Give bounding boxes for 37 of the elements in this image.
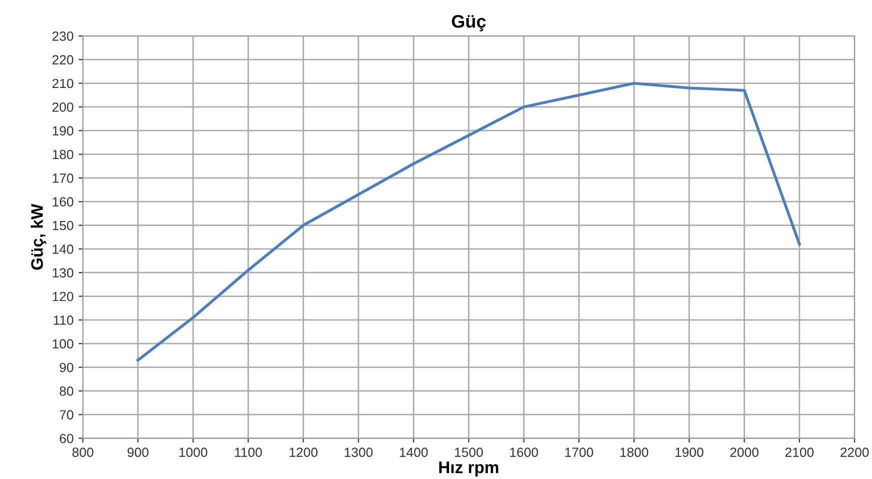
x-tick-label: 1100 xyxy=(235,448,262,458)
chart-title: Güç xyxy=(452,14,486,32)
y-tick-label: 230 xyxy=(52,31,74,41)
y-tick-label: 110 xyxy=(54,316,74,325)
y-tick-label: 180 xyxy=(52,150,74,160)
y-axis-title: Güç, kW xyxy=(30,204,46,270)
x-tick-label: 1400 xyxy=(400,448,428,458)
y-tick-label: 130 xyxy=(52,268,74,278)
x-tick-label: 1800 xyxy=(620,448,648,458)
y-tick-label: 90 xyxy=(60,362,74,372)
x-tick-label: 1000 xyxy=(179,448,208,458)
y-tick-label: 70 xyxy=(60,410,74,420)
y-tick-label: 120 xyxy=(52,292,74,302)
x-tick-label: 800 xyxy=(72,448,94,458)
x-tick-label: 1300 xyxy=(344,448,373,458)
x-tick-label: 2100 xyxy=(785,448,814,458)
x-tick-label: 900 xyxy=(128,448,148,458)
y-tick-label: 140 xyxy=(52,244,74,254)
x-tick-label: 1200 xyxy=(290,448,318,458)
x-tick-label: 2000 xyxy=(730,448,758,458)
x-tick-label: 2200 xyxy=(840,448,869,458)
y-tick-label: 100 xyxy=(52,339,74,349)
line-series xyxy=(136,82,801,362)
x-tick-label: 1600 xyxy=(510,448,538,458)
y-tick-label: 220 xyxy=(52,55,74,65)
y-tick-label: 160 xyxy=(52,197,74,207)
x-tick-label: 1900 xyxy=(676,448,704,458)
y-tick-label: 190 xyxy=(52,126,74,136)
y-tick-label: 60 xyxy=(60,434,74,444)
x-tick-label: 1500 xyxy=(455,448,483,458)
y-tick-label: 80 xyxy=(60,386,74,396)
y-tick-label: 200 xyxy=(52,102,74,112)
y-tick-label: 150 xyxy=(52,220,74,230)
y-tick-label: 210 xyxy=(52,78,74,88)
y-tick-label: 170 xyxy=(52,174,74,183)
x-tick-label: 1700 xyxy=(565,448,594,458)
x-axis-title: Hız rpm xyxy=(439,462,498,477)
